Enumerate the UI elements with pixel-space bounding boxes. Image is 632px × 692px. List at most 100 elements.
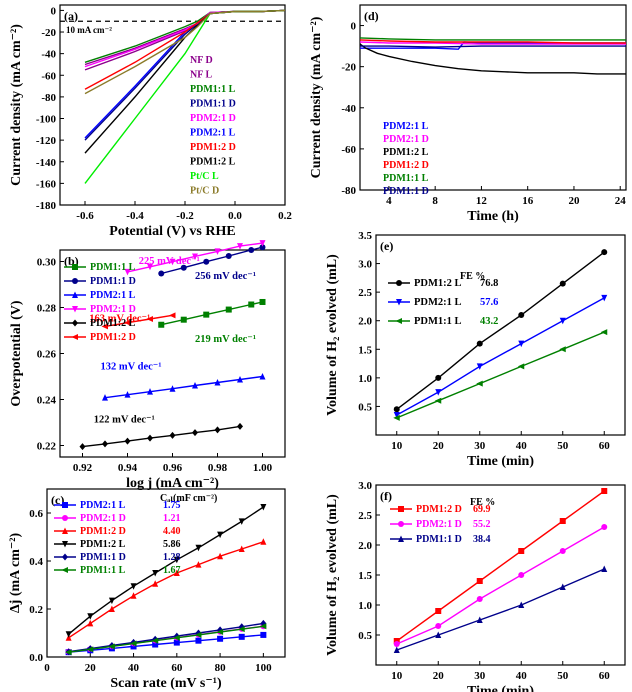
y-tick-label: -180 [36, 200, 57, 212]
y-axis-label: Current density (mA cm⁻²) [309, 16, 324, 178]
series-line-pdm1-2-d [396, 490, 605, 642]
panel-label: (a) [64, 9, 78, 23]
plot-frame [359, 4, 627, 191]
y-tick-label: 0.26 [37, 349, 57, 361]
legend-marker [62, 541, 68, 548]
x-tick-label: 20 [433, 670, 445, 682]
data-point [518, 312, 525, 318]
x-tick-label: -0.4 [126, 210, 144, 222]
data-point [102, 440, 108, 448]
data-point [559, 280, 566, 287]
data-point [79, 443, 86, 451]
legend-marker [396, 299, 402, 306]
data-point [435, 374, 442, 381]
legend-value: 1.75 [163, 500, 181, 511]
x-tick-label: 24 [615, 195, 627, 207]
data-point [259, 244, 266, 251]
legend-entry: PDM1:2 D [190, 142, 236, 153]
series-line-pdm2-1-d [359, 41, 626, 45]
legend-title: FE % [470, 497, 495, 508]
legend-entry: PDM2:1 L [383, 121, 429, 132]
y-axis-label: Overpotential (V) [9, 300, 24, 406]
data-point [147, 434, 153, 442]
data-point [152, 580, 159, 587]
data-point [393, 412, 400, 419]
data-point [476, 616, 483, 623]
x-tick-label: 0.92 [73, 462, 93, 474]
y-tick-label: 1.0 [358, 600, 372, 612]
legend-entry: PDM1:2 D [416, 504, 462, 515]
x-tick-label: 8 [432, 195, 438, 207]
y-tick-label: 3.5 [358, 230, 372, 242]
data-point [192, 381, 198, 389]
data-point [393, 641, 400, 647]
data-point [259, 240, 266, 247]
legend-marker [62, 553, 68, 561]
data-point [152, 641, 159, 648]
panel-label: (c) [51, 493, 64, 507]
data-point [259, 623, 267, 630]
series-line-pt-c-l [84, 9, 286, 184]
y-tick-label: 0 [51, 5, 57, 17]
y-tick-label: -80 [341, 185, 356, 197]
legend-entry: PDM1:1 D [80, 552, 126, 563]
x-axis-label: log j (mA cm⁻²) [126, 476, 219, 491]
y-tick-label: -20 [41, 27, 56, 39]
x-tick-label: -0.2 [176, 210, 194, 222]
x-tick-label: 10 [391, 440, 403, 452]
slope-annotation: 132 mV dec⁻¹ [101, 362, 162, 373]
slope-annotation: 219 mV dec⁻¹ [195, 334, 256, 345]
legend-marker [62, 515, 68, 521]
panel-f: 10 20 30 40 50 60 0.5 1.0 1.5 2.0 2.5 3.0 Time (min)… [325, 480, 626, 692]
data-point [151, 637, 159, 644]
legend-entry: PDM2:1 L [190, 128, 236, 139]
series-line-pdm1-1-l [161, 301, 263, 326]
legend-value: 38.4 [473, 534, 491, 545]
legend-value: 43.2 [480, 316, 498, 327]
data-point [601, 488, 608, 494]
y-axis-label: Δj (mA cm⁻²) [8, 533, 23, 614]
x-tick-label: 30 [474, 670, 486, 682]
legend-entry: Pt/C L [190, 171, 219, 182]
data-point [217, 552, 224, 560]
y-tick-label: 1.0 [358, 373, 372, 385]
series-line-pdm1-2-d [68, 541, 264, 639]
legend-marker [398, 535, 404, 542]
panel-a: -0.6 -0.4 -0.2 0.0 0.2 0 -20 -40 -60 -80 -100 -120 -… [9, 4, 292, 239]
legend-entry: PDM2:1 D [383, 134, 429, 145]
y-tick-label: 2.0 [358, 540, 372, 552]
data-point [600, 329, 608, 336]
x-tick-label: 10 [391, 670, 403, 682]
data-point [195, 561, 202, 568]
y-tick-label: -20 [341, 62, 356, 74]
y-tick-label: -40 [41, 49, 56, 61]
y-tick-label: 0 [351, 21, 357, 33]
annotation: 10 mA cm⁻² [66, 25, 112, 35]
panel-label: (d) [364, 9, 379, 23]
data-point [169, 385, 176, 392]
series-line-pt-c-d [84, 9, 286, 95]
legend-marker [61, 567, 68, 573]
series-line-nf-d [84, 9, 286, 71]
legend-entry: PDM2:1 L [80, 500, 126, 511]
data-point [87, 613, 94, 620]
data-point [158, 270, 165, 277]
data-point [173, 556, 180, 564]
legend-value: 1.21 [163, 513, 181, 524]
series-line-pdm1-1-l [396, 331, 605, 419]
x-tick-label: 60 [171, 662, 183, 674]
slope-annotation: 256 mV dec⁻¹ [195, 271, 256, 282]
data-point [601, 565, 608, 572]
data-point [147, 263, 153, 271]
series-line-pdm1-1-d [396, 568, 605, 651]
y-tick-label: 0.28 [37, 303, 57, 315]
y-tick-label: -160 [36, 178, 57, 190]
y-tick-label: -60 [41, 70, 56, 82]
data-point [195, 637, 202, 644]
legend-entry: PDM1:1 D [190, 99, 236, 110]
x-axis-label: Potential (V) vs RHE [109, 224, 235, 239]
legend-marker [398, 506, 404, 512]
data-point [476, 340, 483, 347]
panel-label: (f) [380, 489, 392, 503]
